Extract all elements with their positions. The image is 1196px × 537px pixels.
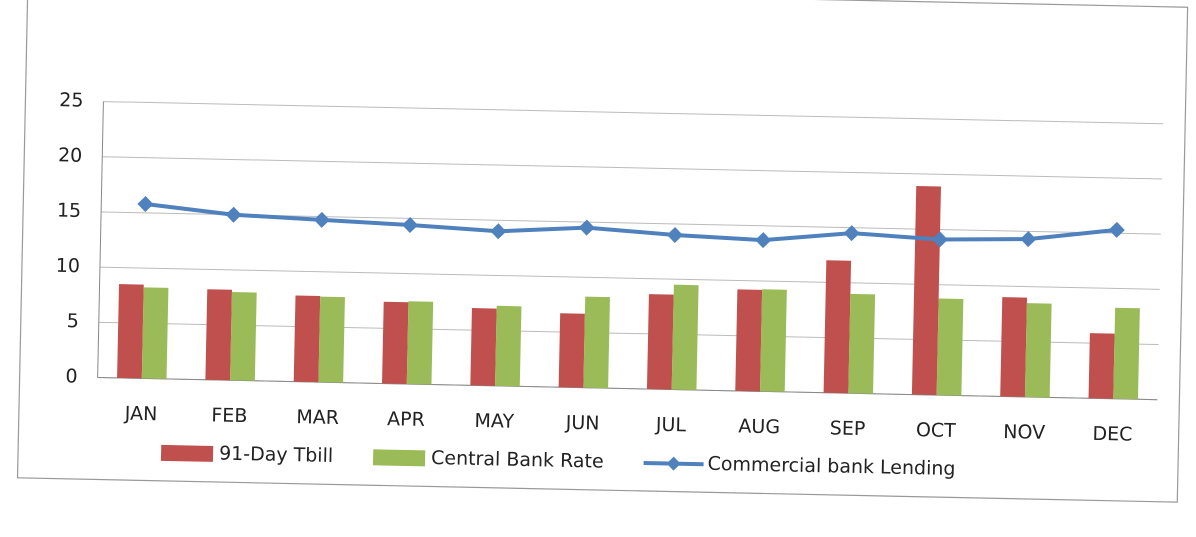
x-tick-label: JUN: [565, 412, 600, 435]
line-marker: [843, 225, 860, 242]
bar: [470, 308, 497, 386]
x-tick-label: SEP: [830, 417, 866, 440]
line-marker: [1108, 221, 1125, 238]
legend-label: Commercial bank Lending: [707, 453, 955, 480]
legend-label: Central Bank Rate: [431, 447, 604, 473]
x-tick-label: MAY: [474, 410, 514, 433]
bar: [1088, 333, 1115, 399]
y-tick-label: 10: [56, 255, 81, 278]
x-tick-label: NOV: [1003, 421, 1045, 444]
line-marker: [137, 196, 154, 213]
bar: [583, 296, 611, 389]
bar: [646, 294, 674, 390]
bar: [141, 287, 169, 379]
grid-line: [98, 321, 1159, 346]
line-marker: [490, 223, 507, 240]
bar: [558, 313, 585, 388]
line-marker: [313, 211, 330, 228]
bar: [911, 185, 941, 396]
y-tick-label: 0: [65, 365, 78, 387]
x-tick-label: JUL: [655, 414, 687, 437]
bar: [671, 284, 699, 391]
bar: [823, 260, 852, 394]
y-tick-label: 25: [59, 89, 84, 112]
grid-line: [102, 156, 1163, 180]
bar: [1024, 303, 1052, 398]
line-marker: [578, 219, 595, 236]
x-tick-label: APR: [387, 408, 425, 431]
legend-label: 91-Day Tbill: [219, 443, 334, 467]
line-series: [145, 202, 1117, 243]
legend-swatch: [372, 449, 426, 467]
bar: [230, 291, 257, 381]
legend-swatch: [160, 444, 214, 462]
line-marker: [931, 231, 948, 248]
chart-area: 0 5 10 15 20 25 JAN FEB MAR APR MAY JUN JUL AUG SEP OCT…: [16, 0, 1189, 503]
x-axis: [97, 377, 1158, 401]
y-tick-label: 5: [66, 310, 79, 332]
bar: [735, 289, 763, 392]
x-tick-label: JAN: [124, 403, 158, 426]
bar: [936, 298, 964, 396]
line-marker: [225, 206, 242, 223]
bar: [117, 284, 144, 379]
bar: [318, 296, 345, 383]
legend-swatch: [666, 456, 681, 471]
line-marker: [666, 227, 683, 243]
bar: [1000, 297, 1028, 397]
bar: [382, 301, 409, 384]
line-marker: [1020, 231, 1037, 248]
bar: [759, 289, 787, 392]
line-marker: [755, 232, 772, 249]
grid-line: [99, 266, 1160, 290]
grid-line: [103, 101, 1164, 125]
y-axis: [97, 101, 104, 378]
x-tick-label: AUG: [738, 415, 780, 438]
line-marker: [402, 217, 419, 234]
x-tick-label: FEB: [211, 404, 247, 427]
x-tick-label: MAR: [296, 406, 339, 429]
bar: [406, 301, 434, 385]
bar: [205, 289, 233, 381]
y-tick-label: 20: [58, 144, 83, 167]
bar: [1113, 307, 1140, 400]
bar: [848, 293, 876, 394]
bar: [293, 295, 321, 383]
x-tick-label: OCT: [916, 419, 957, 442]
y-tick-label: 15: [57, 200, 82, 223]
bar: [495, 305, 522, 387]
x-tick-label: DEC: [1092, 423, 1132, 446]
